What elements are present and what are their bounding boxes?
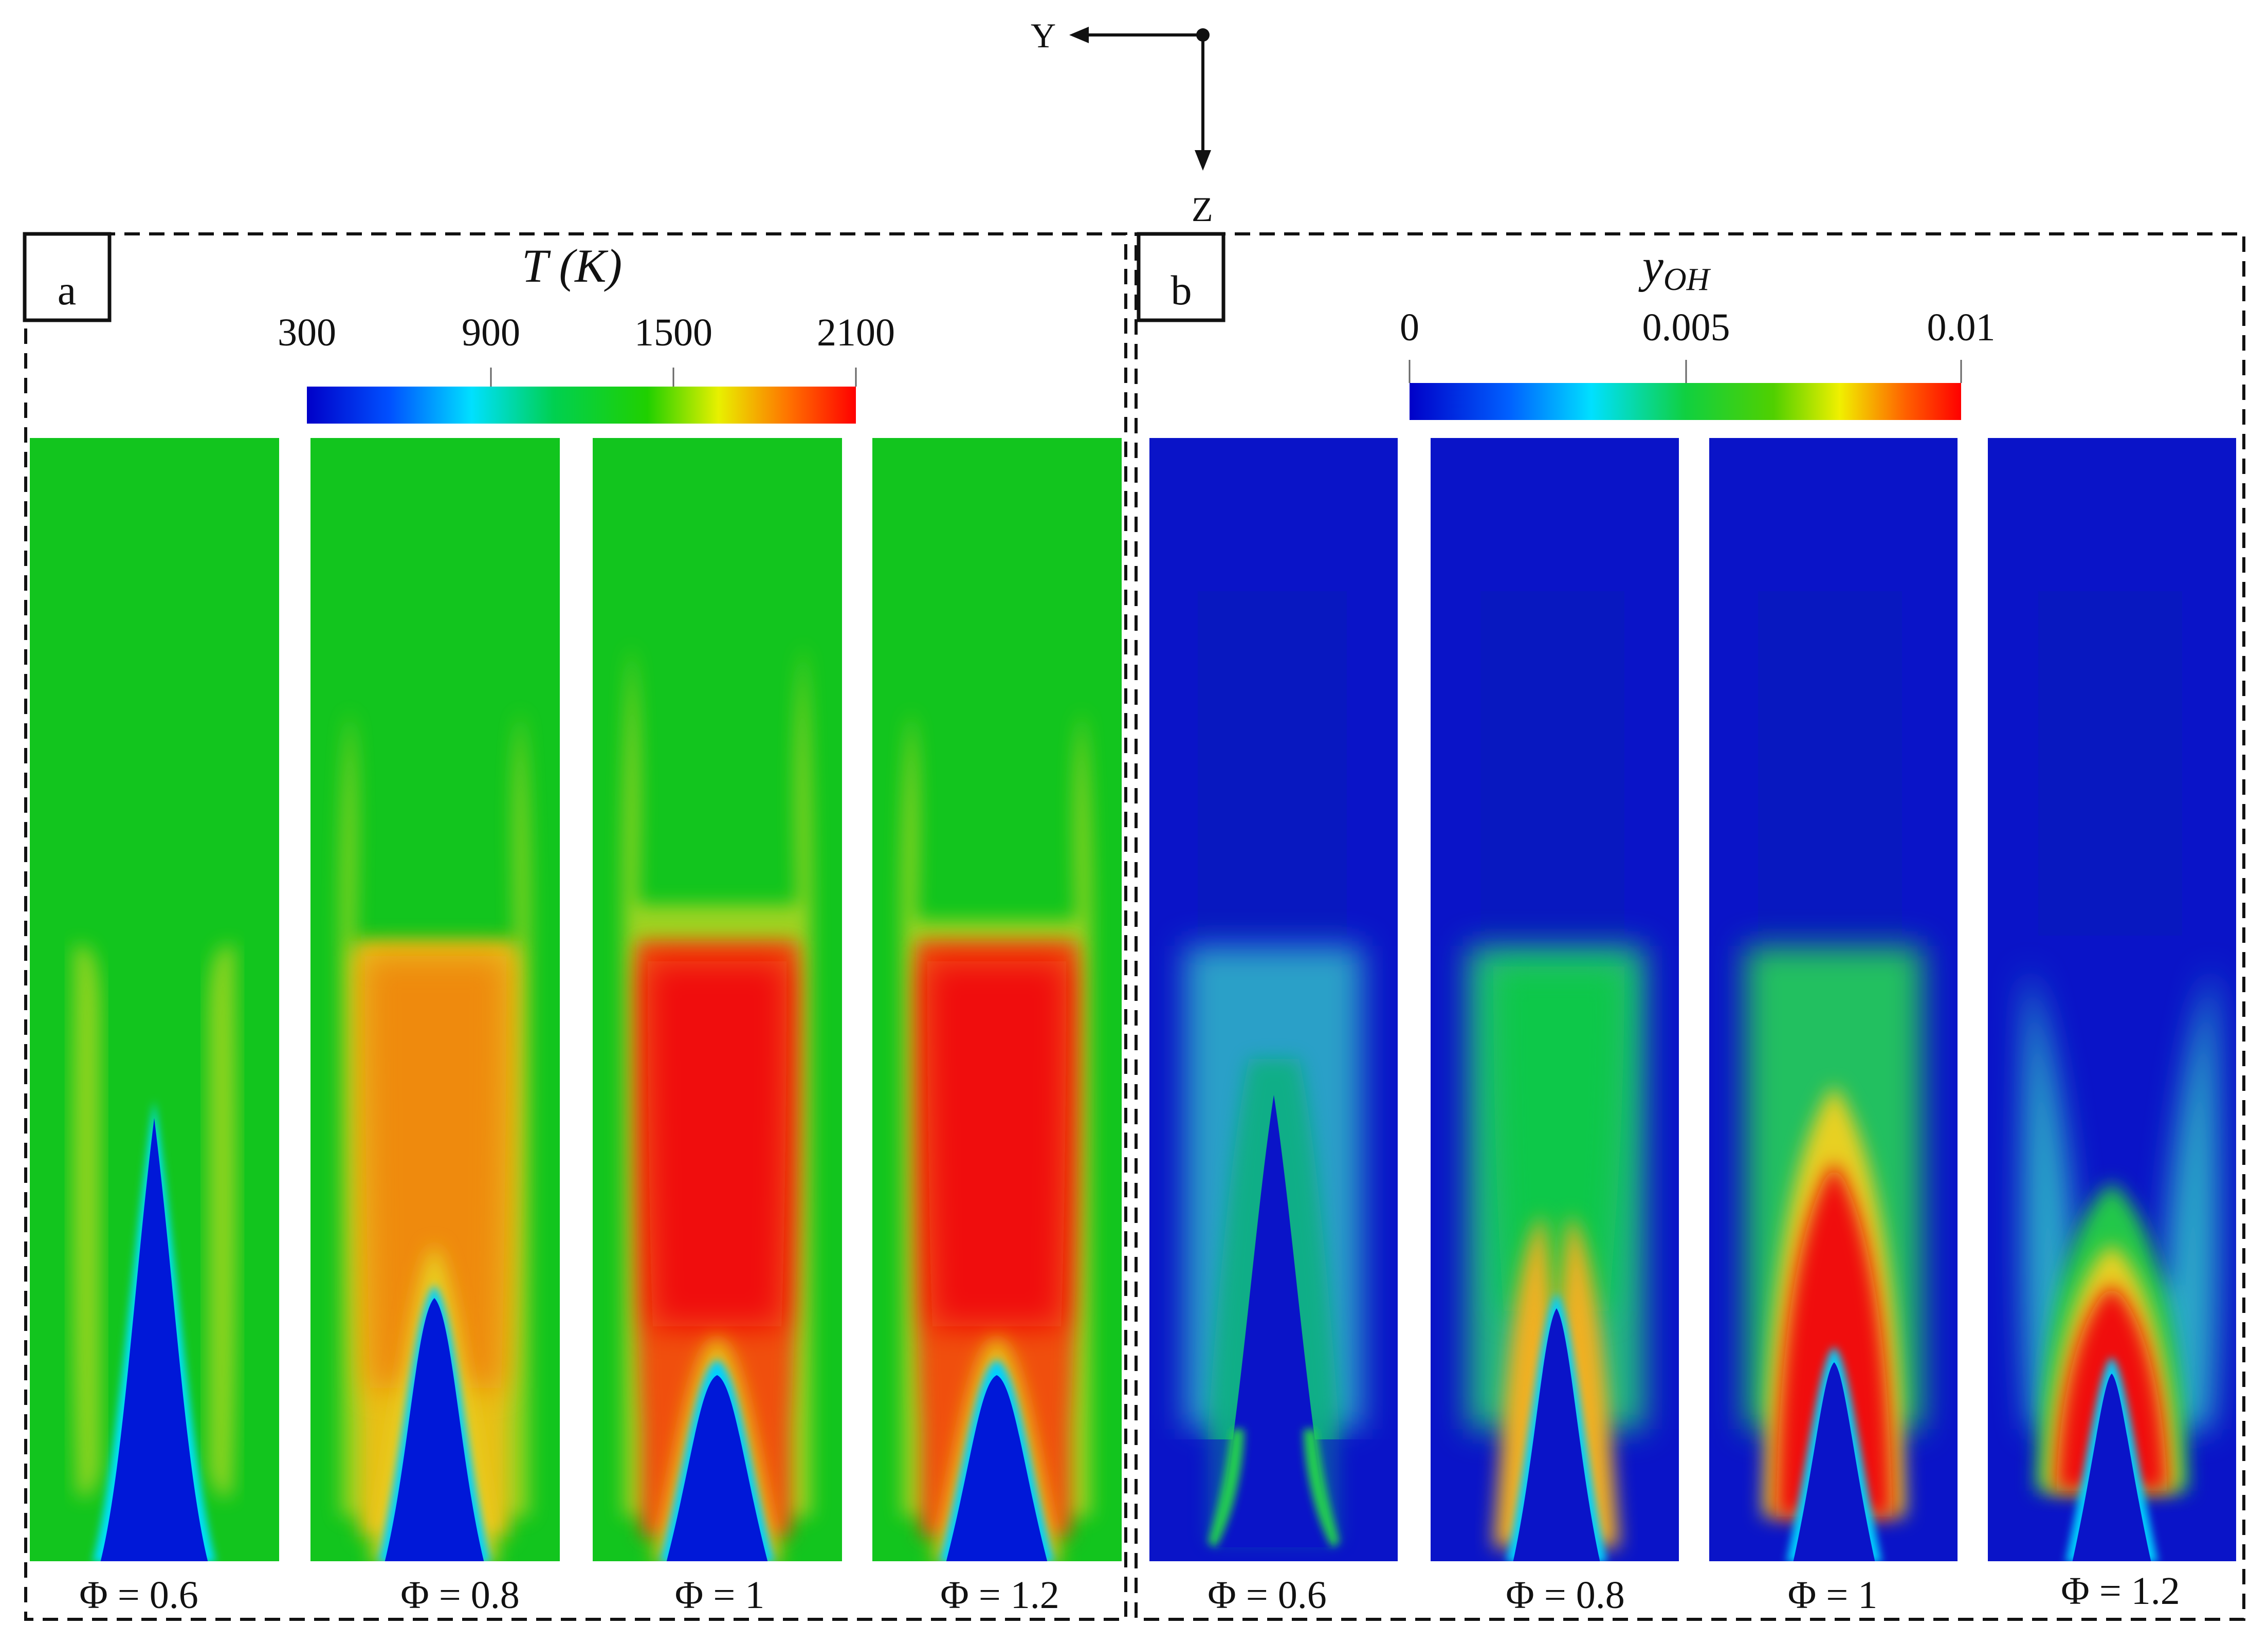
temperature-field-phi-0.6 [30,438,279,1561]
case-label-b-phi-0.8: Φ = 0.8 [1506,1574,1624,1617]
z-arrowhead [1195,150,1211,171]
case-label-b-phi-1.2: Φ = 1.2 [2061,1569,2180,1613]
colorbar-a-title: T (K) [522,240,622,292]
y-axis-label: Y [1031,16,1056,55]
panel-a-tag: a [58,267,76,314]
colorbar-b-title: yOH [1638,240,1711,297]
colorbar-a-variable: T [522,240,551,292]
panel-b-tag: b [1171,267,1192,314]
colorbar-a-tick-label: 900 [462,311,520,354]
y-arrowhead [1069,27,1089,43]
temperature-field-phi-0.8 [310,438,560,1561]
oh-field-phi-1 [1709,438,1958,1561]
colorbar-a: T (K) 300 900 1500 2100 [278,240,895,424]
colorbar-b: yOH 0 0.005 0.01 [1400,240,1996,420]
panel-a-frame [24,232,1127,1621]
oh-field-phi-0.6 [1149,438,1398,1561]
case-label-a-phi-0.8: Φ = 0.8 [400,1574,519,1617]
colorbar-b-tick-label: 0.005 [1642,306,1730,349]
colorbar-a-gradient [307,387,856,424]
colorbar-b-subscript: OH [1663,262,1711,297]
case-label-a-phi-1: Φ = 1 [675,1574,764,1617]
z-axis-label: Z [1192,190,1213,229]
axes-indicator: Y Z [1031,16,1213,229]
panel-a-tag-box [23,232,112,322]
oh-field-phi-1.2 [1988,438,2236,1561]
temperature-field-phi-1 [593,438,842,1561]
case-label-b-phi-1: Φ = 1 [1788,1574,1877,1617]
colorbar-a-tick-label: 300 [278,311,336,354]
colorbar-a-tick-label: 2100 [817,311,895,354]
temperature-field-phi-1.2 [872,438,1122,1561]
case-label-a-phi-1.2: Φ = 1.2 [940,1574,1059,1617]
colorbar-b-variable: y [1638,240,1663,292]
colorbar-b-tick-label: 0 [1400,306,1419,349]
case-label-b-phi-0.6: Φ = 0.6 [1208,1574,1326,1617]
colorbar-a-unit: K [574,240,609,292]
case-label-a-phi-0.6: Φ = 0.6 [79,1574,198,1617]
colorbar-a-tick-label: 1500 [634,311,712,354]
colorbar-b-gradient [1410,383,1961,420]
colorbar-b-tick-label: 0.01 [1927,306,1996,349]
panel-b-frame [1135,232,2245,1621]
panel-b-tag-box [1137,232,1226,322]
oh-field-phi-0.8 [1431,438,1679,1561]
